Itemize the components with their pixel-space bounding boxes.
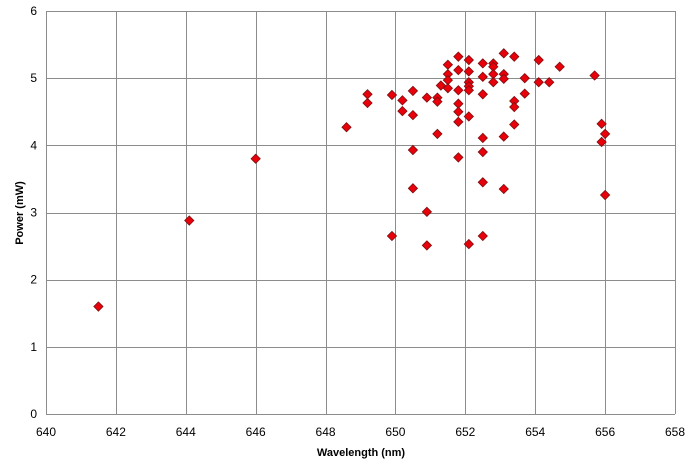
data-point [509, 119, 520, 130]
data-point [498, 131, 509, 142]
y-tick-label: 0 [30, 407, 37, 421]
data-point [533, 77, 544, 88]
data-point [477, 89, 488, 100]
x-tick-label: 656 [595, 425, 615, 439]
data-point [341, 122, 352, 133]
data-point [362, 97, 373, 109]
data-point [519, 73, 530, 84]
data-point [435, 80, 447, 91]
data-point [442, 59, 454, 70]
x-axis-title: Wavelength (nm) [317, 447, 406, 459]
data-point [421, 240, 433, 251]
x-tick-label: 642 [106, 425, 126, 439]
grid-lines [46, 11, 676, 415]
data-point [509, 101, 520, 113]
data-point [397, 105, 408, 117]
data-point [453, 152, 464, 163]
data-point [498, 48, 509, 59]
data-point [554, 61, 565, 72]
data-point [519, 88, 530, 99]
x-tick-labels: 640 642 644 646 648 650 652 654 656 658 [36, 425, 685, 439]
data-point [463, 111, 474, 122]
data-point [599, 189, 611, 201]
data-point [407, 109, 419, 121]
data-point [477, 132, 488, 144]
data-point [421, 92, 433, 103]
x-tick-label: 654 [525, 425, 545, 439]
data-point [599, 128, 611, 140]
data-point [453, 106, 464, 117]
data-point [463, 54, 474, 66]
x-tick-label: 658 [665, 425, 685, 439]
data-point [463, 85, 474, 96]
data-point [596, 136, 607, 148]
y-tick-label: 1 [30, 340, 37, 354]
data-point [533, 54, 544, 66]
y-tick-label: 4 [30, 138, 37, 152]
data-point [407, 183, 419, 194]
y-tick-label: 3 [30, 206, 37, 220]
data-point [477, 71, 488, 82]
x-tick-label: 646 [246, 425, 266, 439]
data-point [407, 85, 419, 97]
data-point [362, 89, 373, 100]
data-point [477, 177, 488, 188]
x-tick-label: 652 [455, 425, 475, 439]
data-point [184, 215, 195, 226]
data-point [589, 70, 600, 81]
data-point [432, 128, 443, 140]
data-point [386, 230, 398, 242]
data-point [488, 77, 499, 88]
data-point [596, 118, 607, 130]
y-axis-title: Power (mW) [14, 181, 26, 245]
data-point [93, 301, 104, 312]
data-point [453, 64, 464, 76]
data-point [509, 51, 520, 62]
data-point [463, 238, 474, 250]
data-point [453, 51, 464, 62]
x-tick-label: 650 [385, 425, 405, 439]
x-tick-label: 640 [36, 425, 56, 439]
data-point [544, 77, 555, 88]
x-tick-label: 644 [176, 425, 196, 439]
data-point [397, 95, 408, 106]
y-tick-label: 6 [30, 4, 37, 18]
data-point [477, 146, 488, 158]
data-point [498, 73, 509, 85]
data-point [477, 58, 488, 69]
data-point [386, 89, 398, 101]
data-points [93, 48, 611, 312]
y-tick-label: 2 [30, 273, 37, 287]
data-point [453, 116, 464, 127]
y-tick-labels: 0 1 2 3 4 5 6 [30, 4, 37, 421]
data-point [477, 230, 488, 242]
y-tick-label: 5 [30, 71, 37, 85]
data-point [432, 96, 443, 107]
data-point [442, 83, 454, 94]
data-point [421, 206, 433, 217]
data-point [250, 153, 261, 164]
x-tick-label: 648 [316, 425, 336, 439]
data-point [407, 144, 419, 156]
data-point [463, 66, 474, 77]
data-point [498, 183, 509, 195]
data-point [453, 85, 464, 96]
